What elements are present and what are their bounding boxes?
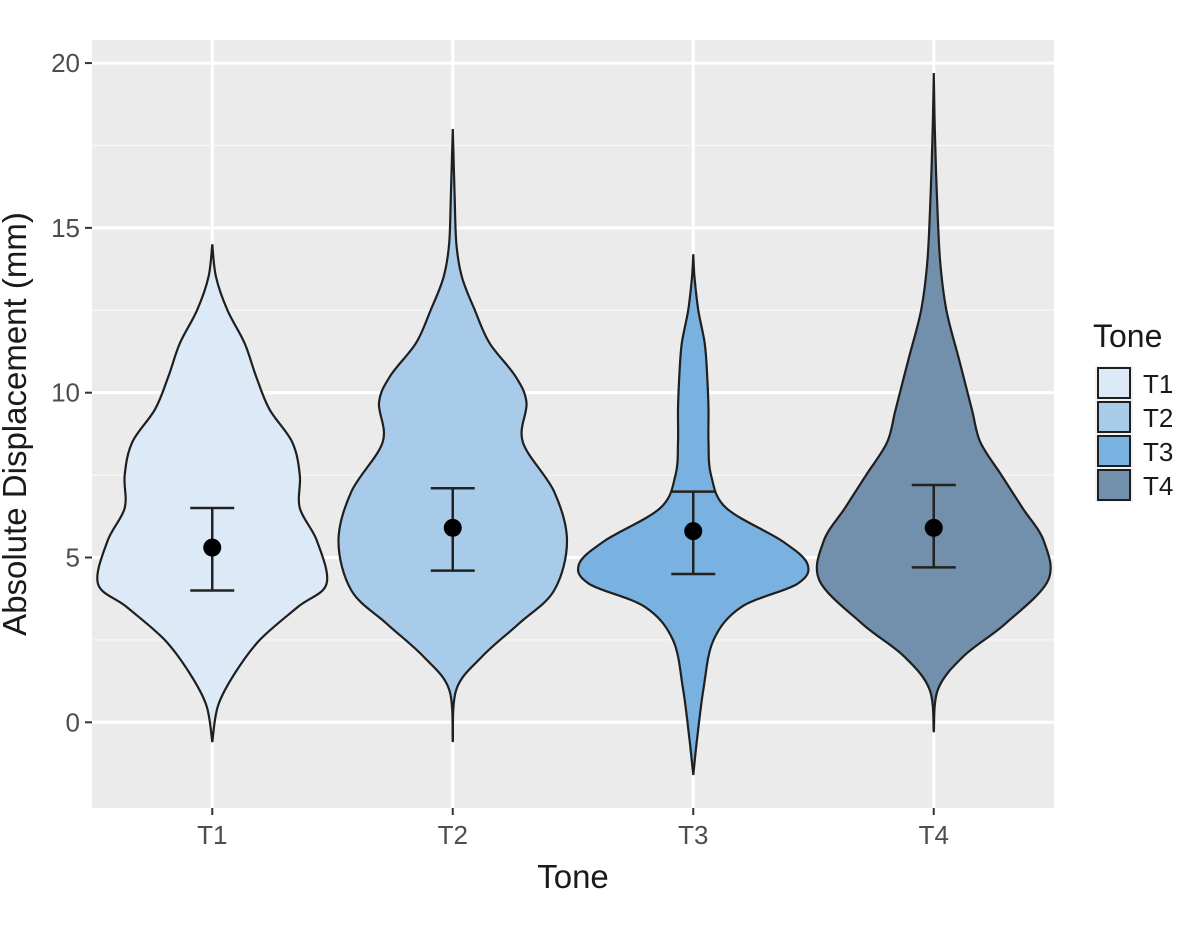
mean-point-t2 (443, 518, 462, 537)
legend: Tone T1 T2 T3 T4 (1093, 318, 1173, 502)
mean-point-t4 (924, 518, 943, 537)
x-tick-label: T4 (919, 820, 949, 850)
y-axis: 0 5 10 15 20 (51, 48, 92, 737)
y-tick-label: 5 (66, 542, 80, 572)
legend-label-t4: T4 (1143, 471, 1173, 501)
violin-t4 (815, 72, 1052, 733)
error-bars (190, 483, 956, 592)
legend-label-t2: T2 (1143, 403, 1173, 433)
y-tick-label: 20 (51, 48, 80, 78)
legend-swatch-t4 (1097, 469, 1131, 501)
x-axis: T1 T2 T3 T4 (197, 808, 949, 850)
mean-point-t1 (203, 538, 222, 557)
mean-point-t3 (684, 522, 703, 541)
violin-t1 (96, 244, 329, 743)
x-tick-label: T2 (438, 820, 468, 850)
x-tick-label: T3 (678, 820, 708, 850)
legend-swatch-t3 (1097, 435, 1131, 467)
y-tick-label: 15 (51, 213, 80, 243)
legend-label-t3: T3 (1143, 437, 1173, 467)
x-tick-label: T1 (197, 820, 227, 850)
legend-label-t1: T1 (1143, 369, 1173, 399)
legend-swatch-t1 (1097, 367, 1131, 399)
x-axis-title: Tone (537, 858, 609, 895)
legend-swatch-t2 (1097, 401, 1131, 433)
y-tick-label: 0 (66, 707, 80, 737)
y-tick-label: 10 (51, 378, 80, 408)
violin-t2 (337, 128, 569, 743)
y-axis-title: Absolute Displacement (mm) (0, 212, 33, 636)
legend-title: Tone (1093, 318, 1162, 354)
